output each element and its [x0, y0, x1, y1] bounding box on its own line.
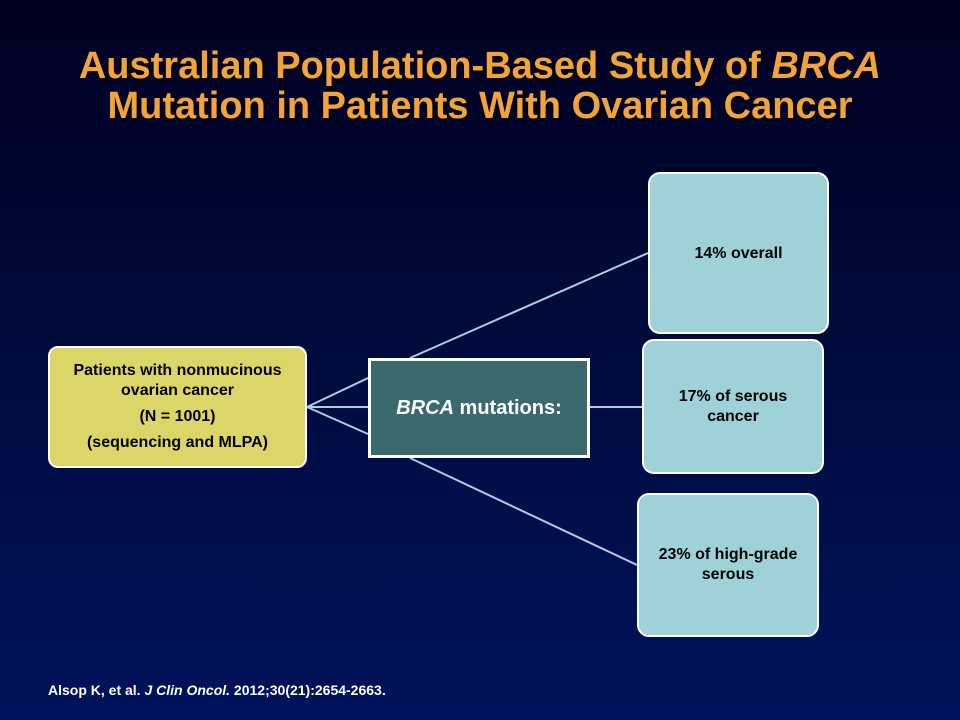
title-brca-italic: BRCA — [771, 45, 882, 87]
slide-title: Australian Population-Based Study of BRC… — [0, 46, 960, 126]
patients-box: Patients with nonmucinous ovarian cancer… — [48, 346, 307, 468]
connector-to-high-grade — [409, 457, 638, 566]
outcome-serous-text: 17% of serous cancer — [678, 387, 788, 425]
connector-patients-bottom — [306, 406, 369, 435]
brca-mutations-box: BRCA mutations: — [368, 358, 590, 458]
patients-line-3: (N = 1001) — [139, 408, 216, 425]
citation-journal: J Clin Oncol. — [144, 682, 231, 698]
citation-prefix: Alsop K, et al. — [48, 682, 145, 698]
brca-italic: BRCA — [396, 397, 454, 419]
patients-line-2: ovarian cancer — [121, 382, 234, 399]
outcome-box-serous: 17% of serous cancer — [642, 339, 824, 474]
mutations-text: mutations: — [454, 397, 562, 419]
outcome-box-high-grade: 23% of high-grade serous — [637, 493, 819, 637]
patients-line-4: (sequencing and MLPA) — [86, 434, 269, 451]
outcome-overall-text: 14% overall — [694, 245, 783, 262]
outcome-box-overall: 14% overall — [648, 172, 829, 334]
connector-to-overall — [409, 252, 649, 359]
citation: Alsop K, et al. J Clin Oncol. 2012;30(21… — [48, 682, 386, 698]
patients-line-1: Patients with nonmucinous — [73, 362, 282, 379]
title-line-2: Mutation in Patients With Ovarian Cancer — [107, 85, 853, 127]
connector-patients-top — [306, 377, 369, 408]
brca-mutations-label: BRCA mutations: — [396, 398, 562, 418]
outcome-high-grade-text: 23% of high-grade serous — [658, 546, 798, 583]
title-line-1-text: Australian Population-Based Study of — [78, 45, 772, 87]
citation-suffix: 2012;30(21):2654-2663. — [230, 682, 386, 698]
title-line-1: Australian Population-Based Study of BRC… — [0, 46, 960, 86]
